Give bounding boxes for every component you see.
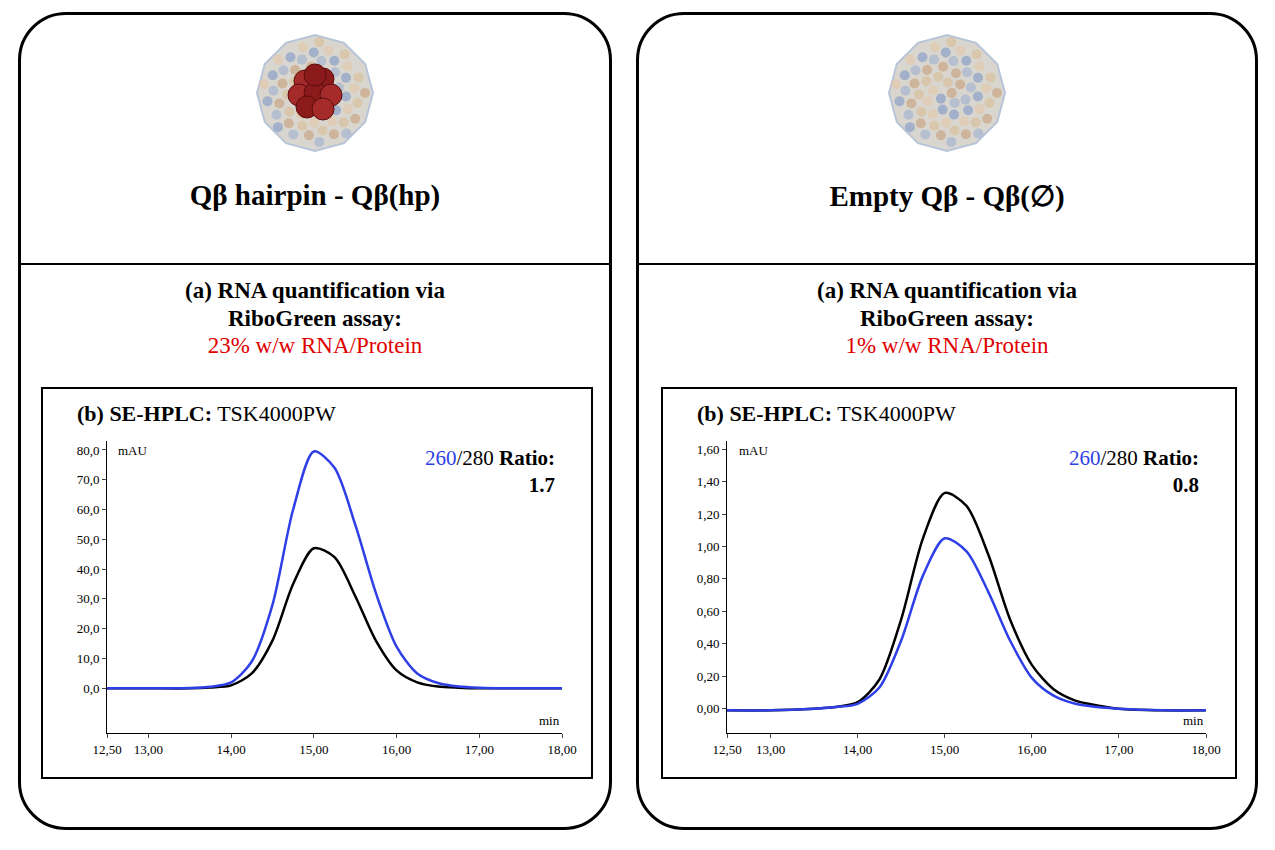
svg-text:mAU: mAU [118, 443, 148, 458]
svg-text:12,50: 12,50 [92, 742, 121, 757]
svg-text:0,0: 0,0 [83, 681, 99, 696]
svg-text:14,00: 14,00 [843, 742, 872, 757]
html-text:(b) SE-HPLC: TSK4000PW: (b) SE-HPLC: TSK4000PW [77, 401, 336, 426]
svg-text:1,20: 1,20 [697, 507, 720, 522]
svg-text:12,50: 12,50 [712, 742, 741, 757]
svg-text:1,00: 1,00 [697, 539, 720, 554]
svg-text:18,00: 18,00 [547, 742, 576, 757]
svg-text:16,00: 16,00 [1017, 742, 1046, 757]
svg-text:1,60: 1,60 [697, 442, 720, 457]
svg-text:40,0: 40,0 [77, 562, 100, 577]
svg-text:18,00: 18,00 [1191, 742, 1220, 757]
html-text:Qβ hairpin - Qβ(hp): Qβ hairpin - Qβ(hp) [189, 179, 441, 211]
svg-text:10,0: 10,0 [77, 651, 100, 666]
html-text:1% w/w RNA/Protein: 1% w/w RNA/Protein [845, 333, 1049, 358]
svg-text:0,60: 0,60 [697, 604, 720, 619]
svg-text:0,20: 0,20 [697, 669, 720, 684]
svg-text:17,00: 17,00 [465, 742, 494, 757]
svg-text:80,0: 80,0 [77, 442, 100, 457]
svg-text:1,40: 1,40 [697, 474, 720, 489]
svg-text:0,00: 0,00 [697, 701, 720, 716]
svg-text:min: min [539, 713, 560, 728]
svg-text:260/280 Ratio:1.7: 260/280 Ratio:1.7 [425, 446, 555, 497]
svg-text:20,0: 20,0 [77, 621, 100, 636]
svg-text:17,00: 17,00 [1104, 742, 1133, 757]
svg-text:30,0: 30,0 [77, 591, 100, 606]
svg-text:13,00: 13,00 [756, 742, 785, 757]
html-text:(a) RNA quantification via Rib: (a) RNA quantification via RiboGreen ass… [817, 278, 1077, 331]
html-text:Empty Qβ - Qβ(∅): Empty Qβ - Qβ(∅) [829, 180, 1065, 212]
svg-text:0,40: 0,40 [697, 636, 720, 651]
svg-text:15,00: 15,00 [299, 742, 328, 757]
svg-text:260/280 Ratio:0.8: 260/280 Ratio:0.8 [1069, 446, 1199, 497]
svg-text:min: min [1183, 713, 1204, 728]
svg-text:13,00: 13,00 [134, 742, 163, 757]
svg-text:16,00: 16,00 [382, 742, 411, 757]
svg-text:mAU: mAU [739, 443, 769, 458]
svg-text:14,00: 14,00 [216, 742, 245, 757]
html-text:(a) RNA quantification via Rib: (a) RNA quantification via RiboGreen ass… [185, 278, 445, 331]
svg-text:15,00: 15,00 [930, 742, 959, 757]
svg-text:0,80: 0,80 [697, 571, 720, 586]
svg-text:50,0: 50,0 [77, 532, 100, 547]
html-text:23% w/w RNA/Protein: 23% w/w RNA/Protein [207, 333, 423, 358]
svg-text:60,0: 60,0 [77, 502, 100, 517]
svg-text:70,0: 70,0 [77, 472, 100, 487]
html-text:(b) SE-HPLC: TSK4000PW: (b) SE-HPLC: TSK4000PW [697, 401, 956, 426]
